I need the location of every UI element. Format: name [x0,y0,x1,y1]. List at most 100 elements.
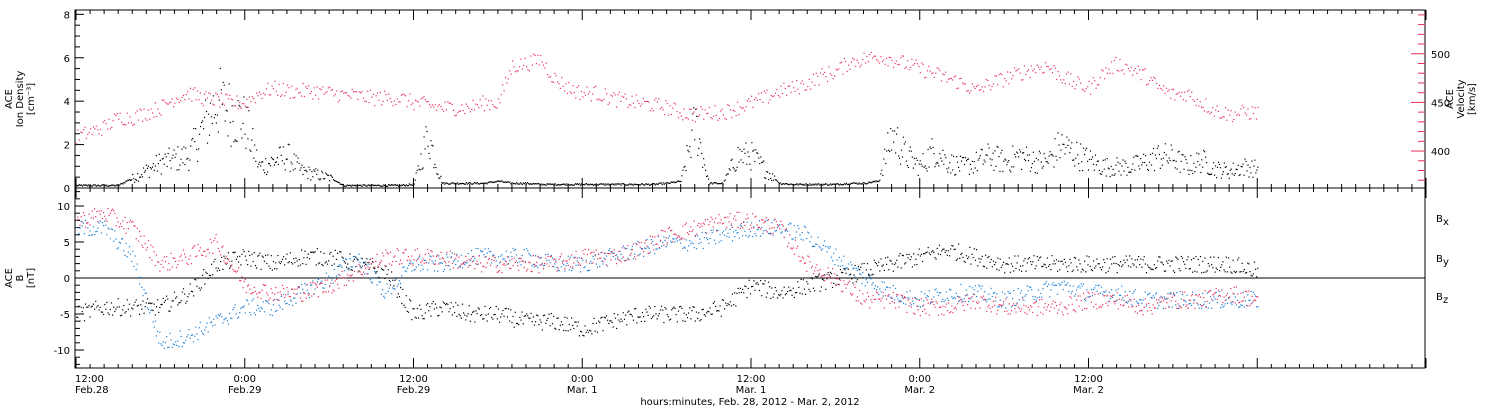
bz-point [278,299,280,301]
by-point [566,262,568,265]
by-point [164,341,167,344]
velocity-point [874,55,876,57]
bx-point [135,299,137,301]
bz-point [319,283,321,285]
bx-point [146,298,149,300]
bz-point [152,246,154,248]
by-point [413,269,415,271]
density-point [157,163,159,165]
by-point [967,294,969,296]
density-point [100,185,102,187]
by-point [211,321,213,323]
density-point [1119,163,1121,165]
bx-point [107,312,109,314]
density-point [223,84,225,86]
velocity-point [780,85,782,87]
bz-point [263,285,266,287]
bx-point [239,255,241,257]
by-point [862,271,864,274]
bx-point [851,278,853,280]
density-point [1132,163,1134,165]
by-point [917,305,919,308]
velocity-point [1088,80,1090,83]
bx-point [874,261,876,264]
density-point [1106,157,1108,160]
bx-point [1122,264,1124,266]
by-point [815,243,817,245]
density-point [826,183,828,185]
density-point [755,149,757,151]
density-point [421,168,423,170]
by-point [881,281,883,283]
bx-point [205,271,207,273]
bz-point [247,285,249,287]
density-point [1146,164,1148,166]
density-point [1072,159,1074,161]
velocity-point [1130,66,1132,68]
density-point [541,184,543,186]
by-point [865,279,867,281]
density-point [794,184,796,186]
bx-point [904,263,906,265]
by-point [890,296,892,298]
density-point [140,174,143,176]
bx-point [542,314,545,317]
by-point [754,232,756,235]
by-point [620,253,622,255]
bx-point [782,297,784,299]
bz-point [518,269,520,271]
density-point [569,184,571,186]
by-point [788,224,790,226]
bz-point [341,270,343,272]
density-point [262,161,264,163]
bx-point [350,269,352,271]
bx-point [245,259,248,261]
by-point [694,235,696,238]
velocity-point [392,105,394,107]
density-point [859,183,861,185]
density-point [470,183,472,185]
bx-point [401,302,403,305]
velocity-point [738,114,740,116]
by-point [367,273,369,275]
by-point [500,255,502,257]
by-point [986,301,988,303]
velocity-point [279,95,282,97]
density-point [1038,150,1040,152]
velocity-point [1243,106,1245,109]
velocity-point [1046,65,1048,67]
density-point [799,183,801,185]
velocity-point [509,70,511,72]
bx-point [809,290,811,293]
velocity-point [1193,100,1196,102]
density-point [742,161,744,164]
velocity-point [628,104,630,106]
velocity-point [832,78,834,80]
bz-point [162,266,164,268]
density-point [361,185,363,187]
density-point [286,158,288,160]
bz-point [443,260,446,262]
velocity-point [1129,70,1131,72]
bz-point [130,219,132,222]
bx-point [592,322,594,325]
velocity-point [185,93,187,96]
density-point [432,145,434,147]
velocity-point [922,63,924,65]
by-point [1021,290,1023,292]
by-point [887,286,889,288]
density-point [679,181,681,183]
bz-point [295,293,297,295]
velocity-point [835,68,837,70]
by-point [432,262,434,264]
by-point [1177,307,1179,310]
density-point [847,183,849,185]
density-point [1244,158,1246,160]
density-point [282,146,284,148]
density-point [947,171,949,173]
velocity-point [158,112,161,114]
bx-point [549,325,551,327]
by-point [604,252,606,254]
velocity-point [902,55,905,57]
